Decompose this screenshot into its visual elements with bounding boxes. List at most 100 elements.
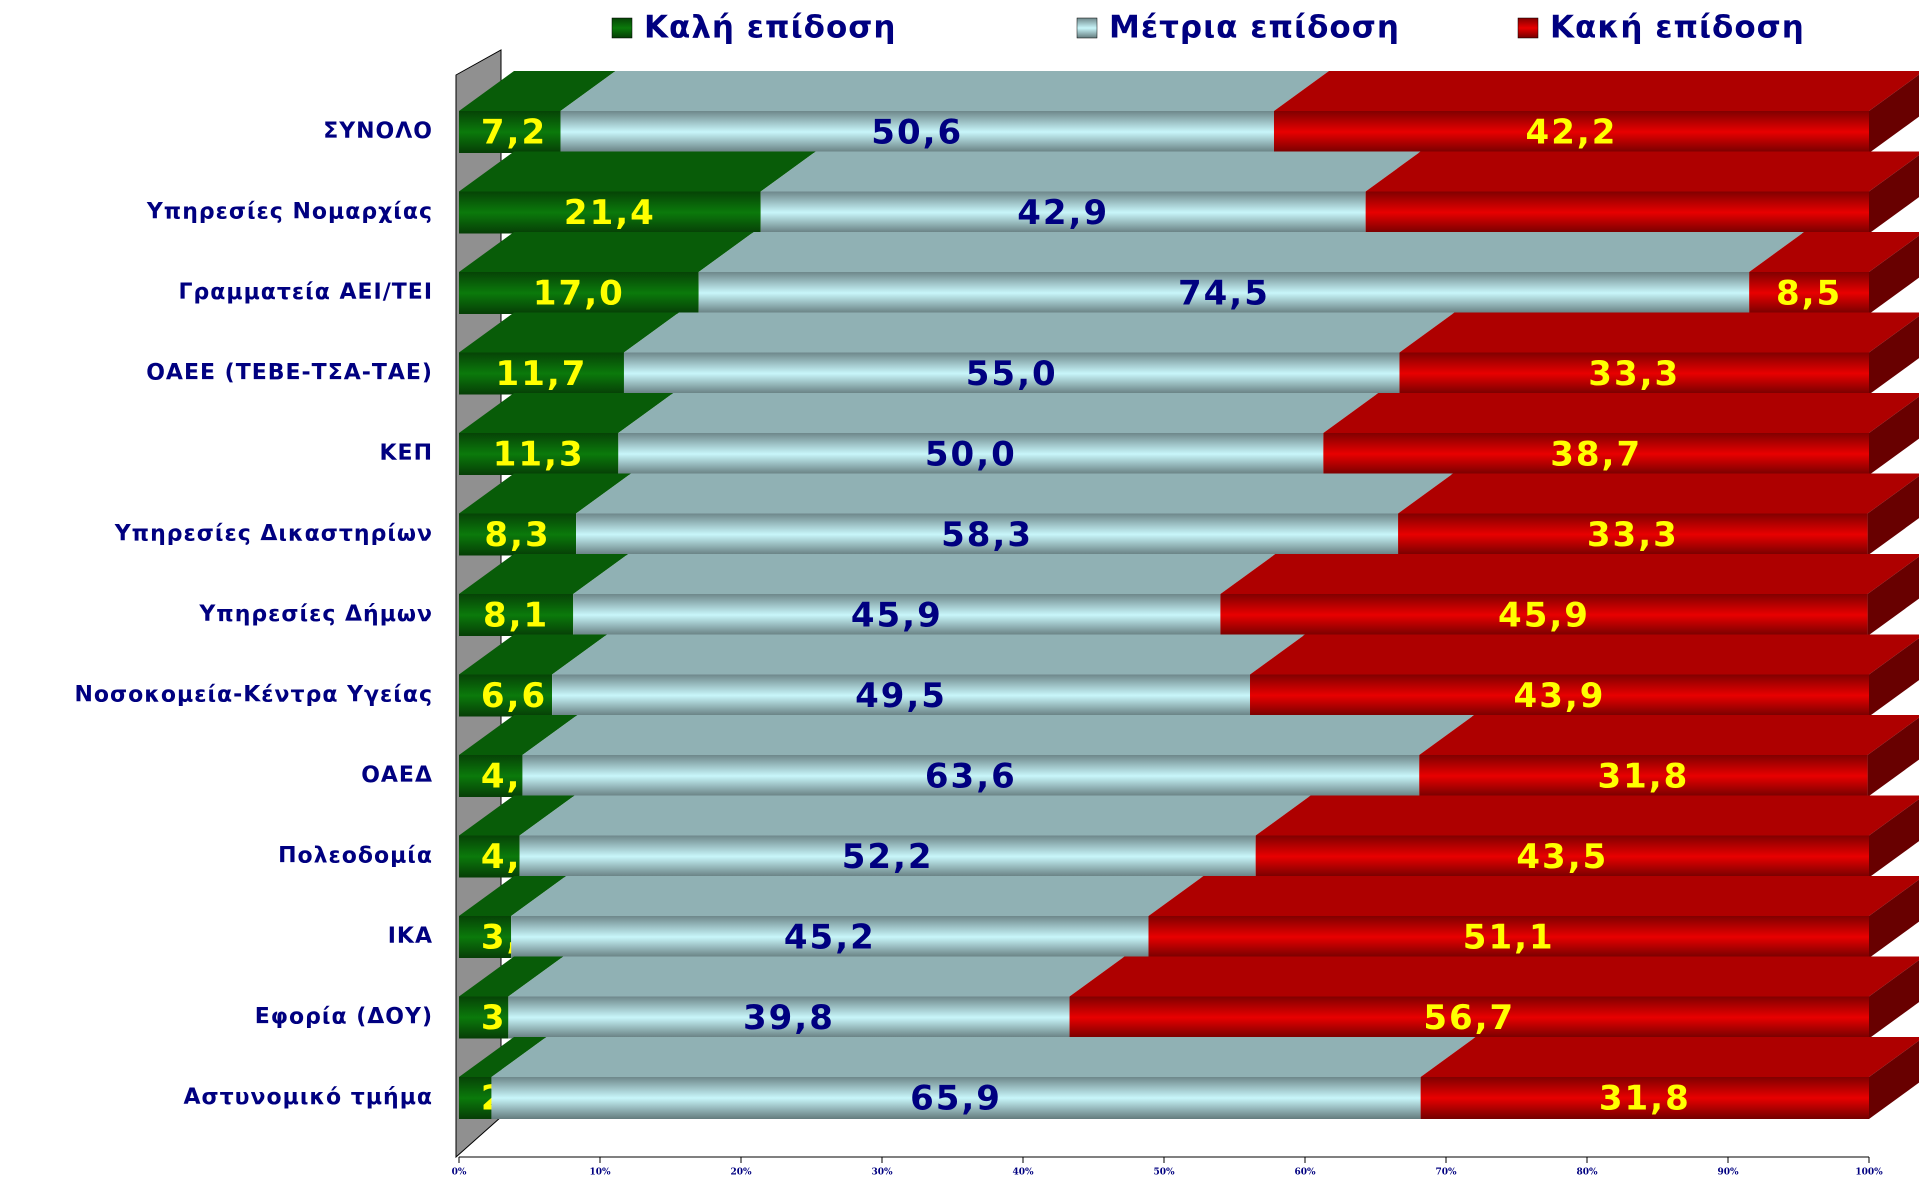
bar-end <box>1867 717 1919 797</box>
legend-swatch <box>1076 17 1098 39</box>
bar-top <box>459 634 608 675</box>
bar-end <box>1869 155 1919 234</box>
data-label: 74,5 <box>1178 274 1270 314</box>
bar-top <box>459 795 575 836</box>
bar <box>459 674 553 717</box>
bar <box>459 433 619 475</box>
data-label: 50,0 <box>925 435 1017 475</box>
bar-top <box>459 312 679 353</box>
bar-top <box>511 876 1204 916</box>
bar <box>508 996 1070 1039</box>
x-tick-label: 100% <box>1855 1168 1883 1177</box>
category-label: ΣΥΝΟΛΟ <box>323 119 433 144</box>
bar-top <box>459 473 632 514</box>
data-label: 42,2 <box>1526 113 1618 153</box>
legend-swatch <box>1517 17 1539 39</box>
bar-top <box>576 473 1454 514</box>
bar <box>560 111 1274 153</box>
data-label: 31,8 <box>1599 1079 1691 1119</box>
bar-end <box>1869 960 1919 1039</box>
category-label: Υπηρεσίες Δήμων <box>198 602 433 627</box>
data-label: 43,5 <box>1516 837 1608 877</box>
data-label: 50,6 <box>871 113 963 153</box>
data-label: 52,2 <box>842 837 934 877</box>
data-label: 8,3 <box>484 515 550 555</box>
category-label: ΚΕΠ <box>380 441 434 466</box>
category-label: Γραμματεία ΑΕΙ/ΤΕΙ <box>179 280 434 305</box>
bar-top <box>760 151 1421 192</box>
data-label: 65,9 <box>910 1079 1002 1119</box>
bar <box>573 594 1221 636</box>
data-label: 45,9 <box>851 596 943 636</box>
category-label: Νοσοκομεία-Κέντρα Υγείας <box>74 683 433 708</box>
bar-top <box>623 312 1455 353</box>
bar-end <box>1869 1040 1919 1119</box>
data-label: 45,2 <box>784 918 876 958</box>
bar <box>459 191 761 234</box>
bar-top <box>1399 312 1919 353</box>
bar-top <box>560 71 1329 111</box>
bar <box>522 755 1420 797</box>
category-label: ΟΑΕΕ (ΤΕΒΕ-ΤΣΑ-ΤΑΕ) <box>146 361 433 386</box>
bar-end <box>1869 235 1919 314</box>
bar-top <box>459 715 578 755</box>
data-label: 56,7 <box>1423 998 1515 1038</box>
bar-top <box>1220 554 1919 594</box>
bar-top <box>459 393 674 433</box>
data-label: 51,1 <box>1463 918 1555 958</box>
bar <box>491 1077 1421 1119</box>
bar <box>459 835 520 878</box>
bar-top <box>1398 473 1919 514</box>
data-label: 8,1 <box>483 596 549 636</box>
bar <box>1220 594 1868 636</box>
bar-end <box>1867 476 1919 556</box>
bar-end <box>1869 316 1919 395</box>
bar <box>1420 1077 1869 1119</box>
bar <box>459 755 523 797</box>
bar <box>459 272 699 314</box>
bar-top <box>1365 151 1919 192</box>
bar-end <box>1869 74 1919 153</box>
bar-end <box>1869 396 1919 475</box>
bar-top <box>552 634 1306 675</box>
data-label: 11,7 <box>496 354 588 394</box>
category-label: ΟΑΕΔ <box>361 763 433 788</box>
data-label: 31,8 <box>1597 757 1689 797</box>
bar-top <box>522 715 1475 755</box>
bar <box>760 191 1366 234</box>
bar-top <box>1749 232 1919 272</box>
category-label: Υπηρεσίες Δικαστηρίων <box>114 522 433 547</box>
bar-top <box>459 876 567 916</box>
category-label: Υπηρεσίες Νομαρχίας <box>146 200 433 225</box>
bar-end <box>1867 556 1919 636</box>
legend-label: Κακή επίδοση <box>1550 10 1805 46</box>
bar <box>1365 191 1869 234</box>
data-label: 55,0 <box>966 354 1058 394</box>
data-label: 63,6 <box>925 757 1017 797</box>
bar <box>623 352 1400 395</box>
data-label: 17,0 <box>533 274 625 314</box>
data-label: 8,5 <box>1776 274 1842 314</box>
x-tick-label: 10% <box>589 1168 611 1177</box>
bar <box>459 513 577 556</box>
data-label: 11,3 <box>493 435 585 475</box>
data-label: 33,3 <box>1588 354 1680 394</box>
bar-top <box>1323 393 1919 433</box>
bar <box>459 352 624 395</box>
bar <box>552 674 1251 717</box>
data-label: 21,4 <box>564 193 656 233</box>
bar <box>459 594 574 636</box>
bar <box>576 513 1399 556</box>
bar <box>459 1077 492 1119</box>
x-tick-label: 90% <box>1717 1168 1739 1177</box>
bar-top <box>1069 956 1919 997</box>
category-label: Πολεοδομία <box>278 844 433 869</box>
bar <box>698 272 1750 314</box>
x-tick-label: 60% <box>1294 1168 1316 1177</box>
bar <box>1255 835 1869 878</box>
bar-end <box>1869 879 1919 958</box>
bar-top <box>1148 876 1919 916</box>
bar-end <box>1869 638 1919 717</box>
bar-top <box>1273 71 1919 111</box>
